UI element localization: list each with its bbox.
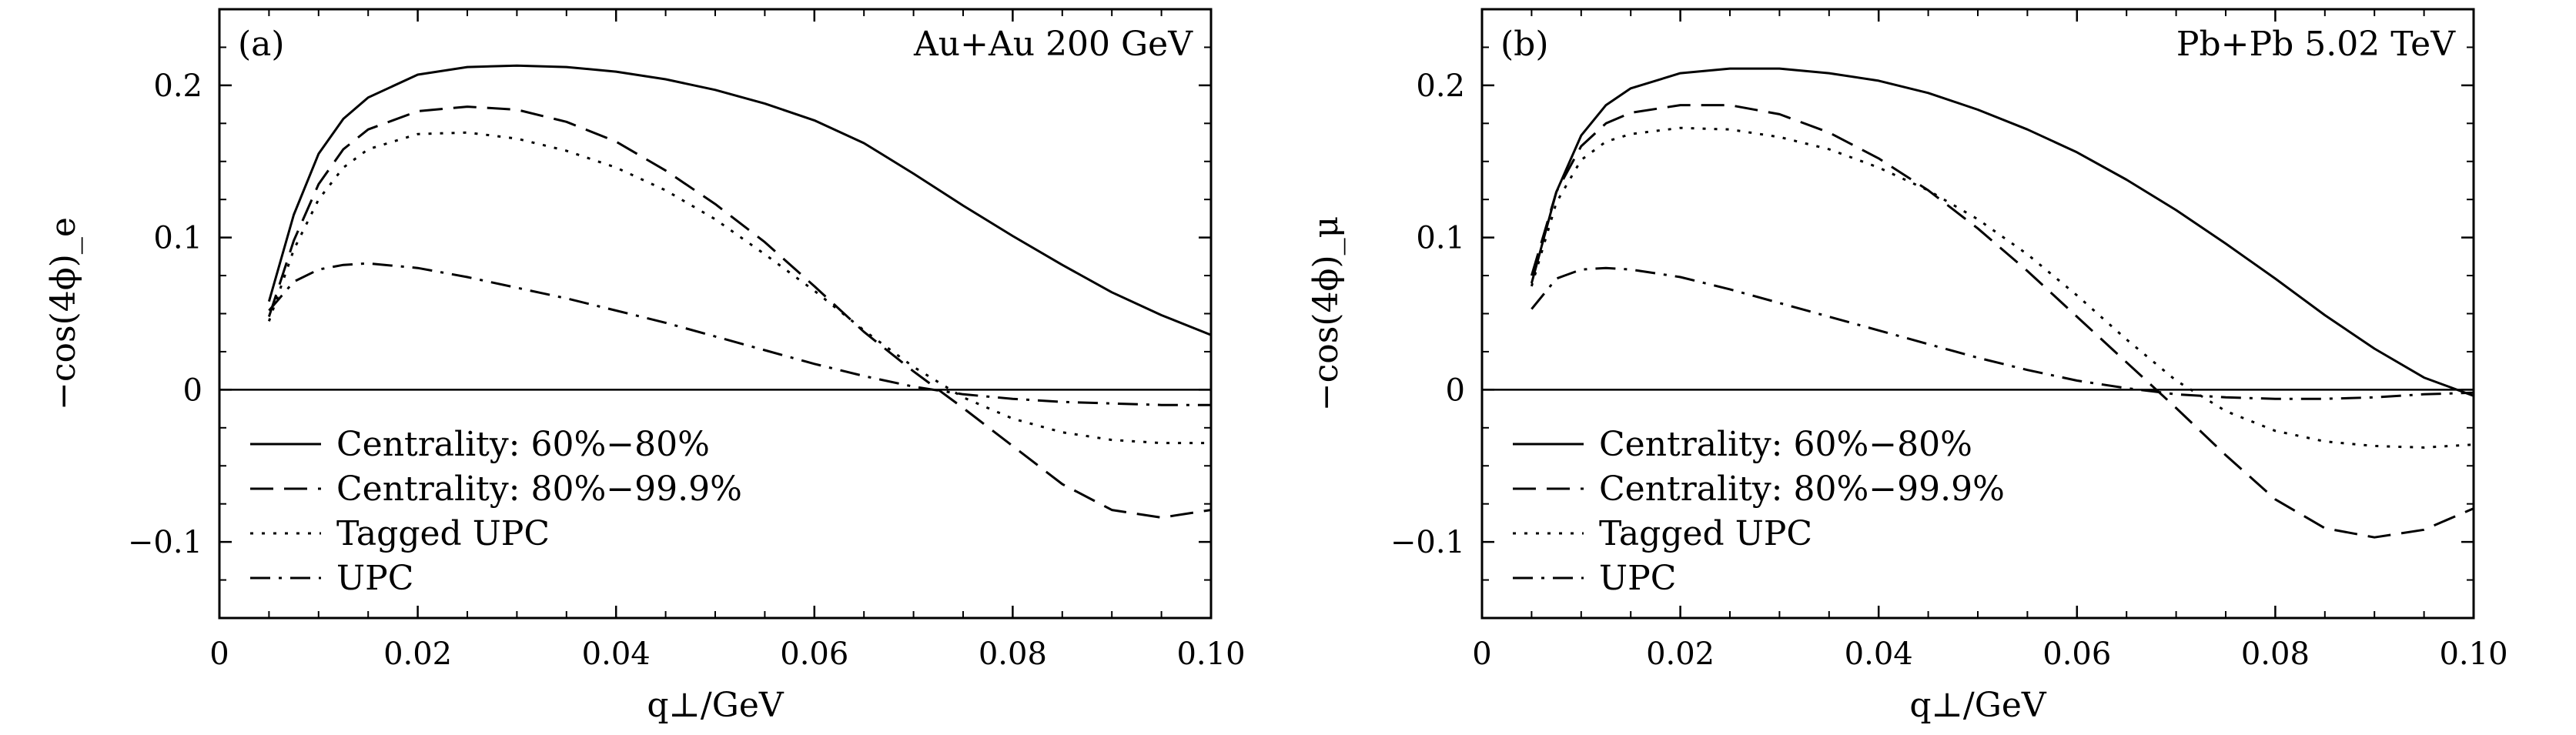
legend-label: UPC — [336, 559, 413, 598]
series-line-solid — [1530, 67, 2474, 397]
legend-label: Centrality: 80%−99.9% — [336, 469, 742, 509]
y-tick-label: 0.2 — [153, 68, 202, 104]
x-tick-label: 0.04 — [582, 636, 651, 672]
x-tick-label: 0.02 — [1646, 636, 1715, 672]
legend-label: UPC — [1599, 559, 1676, 598]
panel-tag: (a) — [238, 25, 285, 64]
legend: Centrality: 60%−80% Centrality: 80%−99.9%… — [1513, 425, 2005, 598]
plot-frame — [218, 8, 1213, 620]
collision-label: Au+Au 200 GeV — [913, 25, 1193, 64]
y-tick-label: −0.1 — [128, 525, 202, 560]
series-line-dashed — [1530, 104, 2474, 539]
legend-label: Centrality: 60%−80% — [1599, 425, 1972, 464]
panel-tag: (b) — [1500, 25, 1549, 64]
y-tick-label: 0.2 — [1416, 68, 1465, 104]
x-tick-label: 0.10 — [1176, 636, 1245, 672]
legend-label: Tagged UPC — [336, 514, 550, 553]
legend-label: Centrality: 80%−99.9% — [1599, 469, 2005, 509]
panel-b: 0 0.02 0.04 0.06 0.08 0.10 −0.1 0 0.1 0.2 (b) Pb+Pb… — [1306, 8, 2508, 725]
collision-label: Pb+Pb 5.02 TeV — [2176, 25, 2456, 64]
x-tick-label: 0 — [1472, 636, 1491, 672]
series-line-solid — [267, 64, 1211, 336]
series-line-dotted — [267, 131, 1211, 445]
y-tick-label: −0.1 — [1390, 525, 1465, 560]
legend: Centrality: 60%−80% Centrality: 80%−99.9%… — [250, 425, 742, 598]
x-tick-label: 0.08 — [2241, 636, 2310, 672]
legend-label: Tagged UPC — [1599, 514, 1812, 553]
y-tick-label: 0.1 — [1416, 221, 1465, 256]
plot-frame — [1480, 8, 2475, 620]
y-axis-title: −cos(4ϕ)_e — [44, 217, 83, 410]
x-tick-label: 0.06 — [780, 636, 848, 672]
series-line-dashdot — [1531, 266, 2474, 400]
legend-label: Centrality: 60%−80% — [336, 425, 710, 464]
y-tick-label: 0.1 — [153, 221, 202, 256]
x-tick-label: 0.02 — [383, 636, 452, 672]
series-line-dashed — [267, 105, 1211, 519]
panel-a: 0 0.02 0.04 0.06 0.08 0.10 −0.1 0 0.1 0.2 (a) Au+Au… — [44, 8, 1246, 725]
y-tick-label: 0 — [183, 373, 202, 408]
series-group — [267, 64, 1211, 519]
x-tick-label: 0.10 — [2439, 636, 2507, 672]
x-axis-title: q⊥/GeV — [1909, 686, 2047, 725]
x-tick-label: 0 — [209, 636, 229, 672]
y-axis-title: −cos(4ϕ)_μ — [1306, 216, 1346, 412]
y-tick-label: 0 — [1446, 373, 1465, 408]
x-tick-label: 0.06 — [2042, 636, 2111, 672]
x-tick-label: 0.08 — [979, 636, 1047, 672]
series-group — [1530, 67, 2474, 539]
series-line-dashdot — [268, 262, 1211, 406]
x-tick-label: 0.04 — [1845, 636, 1913, 672]
x-axis-title: q⊥/GeV — [647, 686, 785, 725]
